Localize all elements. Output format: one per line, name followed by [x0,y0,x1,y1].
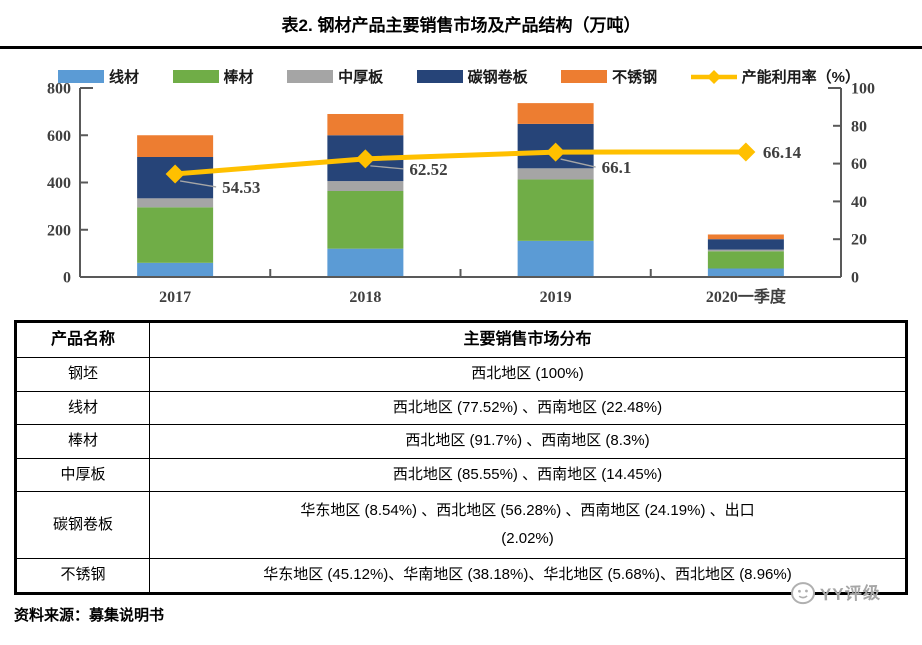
bar-segment [517,240,594,277]
capacity-line-group: 54.53 62.52 66.1 66.14 [165,142,802,197]
legend-label: 碳钢卷板 [467,69,528,86]
right-axis-label: 40 [851,194,867,211]
bar-segment [327,248,404,277]
bar-segment [707,268,784,277]
left-axis-label: 400 [47,175,71,192]
label-leader-line [370,165,404,170]
capacity-data-label: 66.14 [763,143,802,162]
legend-swatch-icon [561,70,608,83]
axis-labels-group: 0 200 400 600 800 0 20 40 60 80 100 2017 2018 2019 202… [47,81,875,307]
x-axis-label: 2018 [349,289,381,306]
bar-segment [707,249,784,252]
capacity-marker-diamond-icon [546,142,566,162]
legend-item: 碳钢卷板 [416,66,528,87]
chart-legend: 线材 棒材 中厚板 碳钢卷板 不锈钢 产能利用率（%） [58,66,860,87]
x-axis-label: 2017 [159,289,191,306]
page-title: 表2. 钢材产品主要销售市场及产品结构（万吨） [281,16,641,35]
capacity-data-label: 62.52 [409,160,447,179]
legend-line-swatch-icon [690,69,737,84]
x-axis-label: 2019 [540,289,572,306]
left-axis-label: 600 [47,128,71,145]
legend-item: 中厚板 [287,66,383,87]
table-row: 碳钢卷板 华东地区 (8.54%) 、西北地区 (56.28%) 、西南地区 (2… [15,491,907,560]
table-row: 钢坯 西北地区 (100%) [15,357,907,392]
axes-group [79,87,842,278]
right-axis-label: 60 [851,156,867,173]
watermark: YY评级 [790,577,882,606]
table-row: 不锈钢 华东地区 (45.12%)、华南地区 (38.18%)、华北地区 (5.6… [15,558,907,594]
legend-swatch-icon [172,70,219,83]
table-header-cell: 产品名称 [15,320,150,359]
table-row: 中厚板 西北地区 (85.55%) 、西南地区 (14.45%) [15,457,907,493]
right-axis-label: 0 [851,270,859,287]
product-name-cell: 不锈钢 [15,558,150,594]
legend-label: 棒材 [223,69,254,86]
markets-cell: 西北地区 (91.7%) 、西南地区 (8.3%) [149,424,907,459]
product-name-cell: 中厚板 [15,457,150,493]
sales-market-table: 产品名称 主要销售市场分布 钢坯 西北地区 (100%) 线材 西北地区 (77.52%… [14,320,908,595]
title-divider [0,46,922,49]
bar-segment [517,179,594,241]
bar-segment [707,234,784,240]
capacity-line [172,149,749,177]
product-name-cell: 钢坯 [15,357,150,392]
left-axis-label: 200 [47,222,71,239]
capacity-marker-diamond-icon [165,164,185,184]
source-note: 资料来源：募集说明书 [14,607,165,624]
sales-chart-canvas: 0 200 400 600 800 0 20 40 60 80 100 2017 2018 2019 202… [47,81,875,307]
legend-label: 线材 [109,69,140,86]
legend-label: 不锈钢 [612,69,658,86]
bar-segment [327,181,404,192]
bar-segment [137,198,214,208]
markets-cell: 西北地区 (77.52%) 、西南地区 (22.48%) [149,390,907,426]
table-row: 线材 西北地区 (77.52%) 、西南地区 (22.48%) [15,390,907,426]
legend-item: 棒材 [172,66,254,87]
capacity-marker-diamond-icon [736,142,756,162]
label-leader-line [560,158,596,168]
bar-segment [327,113,404,136]
legend-swatch-icon [416,70,463,83]
left-axis-label: 0 [63,270,71,287]
product-name-cell: 碳钢卷板 [15,491,150,560]
x-axis-label: 2020一季度 [706,287,787,306]
legend-swatch-icon [287,70,334,83]
bar-segment [137,207,214,263]
table-header-cell: 主要销售市场分布 [149,320,907,359]
markets-cell: 西北地区 (100%) [149,357,907,392]
bar-segment [517,168,594,180]
table-body: 钢坯 西北地区 (100%) 线材 西北地区 (77.52%) 、西南地区 (22.4… [15,357,907,594]
bar-segment [137,262,214,277]
capacity-data-label: 54.53 [222,178,260,197]
right-axis-label: 100 [851,81,875,98]
legend-label: 中厚板 [338,69,384,86]
right-axis-label: 80 [851,118,867,135]
capacity-data-label: 66.1 [602,158,632,177]
legend-item: 线材 [58,66,139,87]
legend-item-line: 产能利用率（%） [690,66,860,87]
table-head: 产品名称 主要销售市场分布 [15,320,907,359]
table-row: 棒材 西北地区 (91.7%) 、西南地区 (8.3%) [15,424,907,459]
watermark-text: YY评级 [819,582,882,605]
left-axis-label: 800 [47,81,71,98]
right-axis-label: 20 [851,232,867,249]
bar-segment [137,135,214,157]
bar-segment [517,103,594,124]
product-name-cell: 棒材 [15,424,150,459]
legend-item: 不锈钢 [561,66,657,87]
legend-swatch-icon [58,70,104,83]
bar-segment [707,251,784,269]
product-name-cell: 线材 [15,390,150,426]
markets-cell: 华东地区 (45.12%)、华南地区 (38.18%)、华北地区 (5.68%)… [149,558,907,594]
bars-group [137,103,784,277]
bar-segment [327,191,404,249]
markets-cell: 西北地区 (85.55%) 、西南地区 (14.45%) [149,457,907,493]
capacity-marker-diamond-icon [355,149,375,169]
label-leader-line [180,180,217,188]
markets-cell: 华东地区 (8.54%) 、西北地区 (56.28%) 、西南地区 (24.19… [149,491,907,560]
bar-segment [707,239,784,250]
legend-label: 产能利用率（%） [741,69,860,86]
watermark-logo-icon [791,582,816,605]
